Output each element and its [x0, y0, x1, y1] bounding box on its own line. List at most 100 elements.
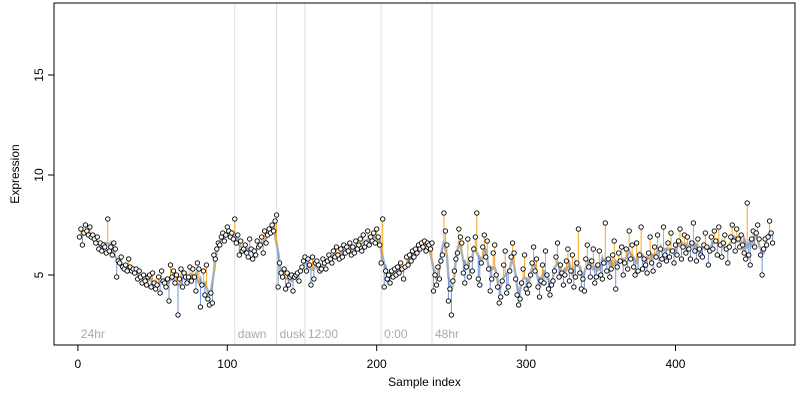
data-point: [315, 262, 322, 268]
data-point: [710, 246, 716, 252]
x-tick-label: 400: [665, 357, 685, 371]
data-point: [263, 240, 269, 246]
data-point: [769, 240, 776, 246]
data-point: [442, 228, 449, 234]
data-point: [323, 266, 329, 272]
data-point: [414, 250, 420, 256]
data-point: [565, 246, 571, 252]
data-point: [746, 252, 752, 258]
data-point: [535, 284, 541, 290]
data-point: [674, 252, 680, 258]
data-point: [689, 240, 695, 246]
data-point: [359, 248, 365, 254]
data-point: [657, 246, 664, 252]
data-point: [387, 280, 393, 286]
data-point: [450, 278, 456, 284]
data-point: [690, 220, 697, 226]
data-point: [94, 234, 100, 240]
data-point: [483, 254, 489, 260]
data-point: [651, 244, 658, 250]
data-point: [527, 272, 534, 278]
data-point: [353, 238, 359, 244]
data-point: [229, 230, 235, 236]
data-point: [568, 268, 574, 274]
data-point: [270, 228, 277, 234]
data-point: [108, 244, 114, 250]
data-point: [542, 248, 549, 254]
x-axis: 0 100 200 300 400: [75, 344, 686, 371]
data-point: [394, 264, 401, 270]
data-point: [502, 248, 508, 254]
data-point: [693, 258, 700, 264]
data-point: [306, 262, 313, 268]
data-point: [460, 270, 466, 276]
data-point: [711, 228, 717, 234]
data-point: [498, 294, 504, 300]
data-point: [642, 262, 649, 268]
data-point: [93, 240, 99, 246]
y-tick-label: 10: [32, 168, 46, 182]
data-point: [188, 278, 195, 284]
x-tick-label: 300: [516, 357, 536, 371]
data-point: [214, 246, 220, 252]
data-point: [507, 268, 513, 274]
data-point: [645, 250, 652, 256]
data-point: [489, 276, 495, 282]
data-point: [530, 244, 537, 250]
data-point: [441, 210, 447, 216]
data-point: [504, 290, 510, 296]
x-tick-label: 200: [367, 357, 387, 371]
data-point: [309, 254, 316, 260]
data-point: [607, 274, 613, 280]
data-point: [550, 278, 556, 284]
data-point: [272, 218, 278, 224]
data-point: [447, 286, 453, 292]
data-point: [714, 252, 720, 258]
data-point: [261, 228, 268, 234]
data-point: [654, 232, 661, 238]
data-point: [726, 244, 732, 250]
data-point: [731, 238, 737, 244]
data-point: [303, 268, 310, 274]
data-point: [732, 248, 738, 254]
data-point: [400, 276, 407, 282]
data-point: [596, 248, 602, 254]
data-point: [553, 254, 559, 260]
data-point: [383, 268, 389, 274]
data-point: [619, 244, 625, 250]
data-point: [760, 246, 767, 252]
data-point: [380, 216, 386, 222]
data-point: [114, 274, 120, 280]
data-point: [641, 256, 647, 262]
data-point: [614, 264, 620, 270]
data-point: [360, 232, 366, 238]
data-point: [463, 264, 469, 270]
data-point: [493, 272, 499, 278]
data-point: [515, 302, 522, 308]
data-point: [611, 238, 617, 244]
data-point: [281, 266, 287, 272]
data-point: [371, 230, 377, 236]
data-point: [589, 258, 595, 264]
data-point: [626, 228, 632, 234]
data-point: [275, 284, 281, 290]
data-point: [233, 240, 239, 246]
data-point: [580, 276, 586, 282]
data-point: [279, 274, 286, 280]
data-point: [236, 252, 242, 258]
data-point: [656, 262, 662, 268]
data-point: [82, 222, 89, 228]
data-point: [308, 282, 314, 288]
data-point: [544, 272, 550, 278]
data-point: [140, 272, 147, 278]
data-point: [740, 242, 746, 248]
data-point: [628, 256, 634, 262]
data-point: [339, 254, 345, 260]
data-point: [451, 268, 458, 274]
data-point: [480, 244, 486, 250]
data-point: [547, 292, 553, 298]
data-point: [508, 254, 514, 260]
data-point: [439, 252, 446, 258]
data-point: [668, 230, 674, 236]
x-axis-label: Sample index: [388, 375, 461, 389]
